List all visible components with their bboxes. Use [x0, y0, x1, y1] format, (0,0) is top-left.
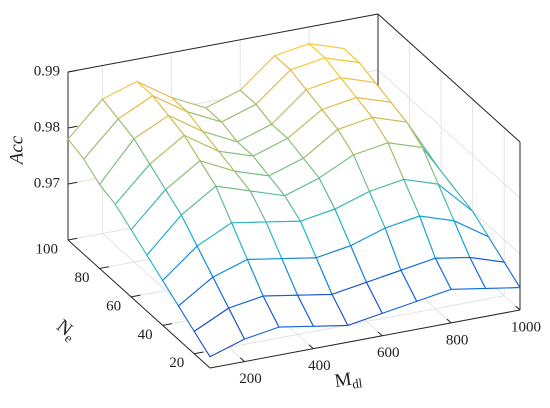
y-tick-label: 100	[36, 241, 59, 257]
y-axis-label: Ne	[51, 316, 80, 346]
grid-line	[377, 69, 521, 199]
tick-mark	[446, 318, 452, 324]
tick-mark	[239, 357, 245, 362]
z-tick-label: 0.98	[34, 119, 60, 135]
tick-mark	[67, 181, 78, 185]
tick-mark	[194, 351, 204, 355]
x-label-sub: dl	[351, 375, 363, 391]
x-tick-label: 200	[239, 371, 262, 387]
tick-mark	[67, 125, 78, 129]
tick-mark	[162, 323, 173, 326]
tick-mark	[131, 294, 141, 298]
z-tick-label: 0.99	[34, 63, 60, 79]
tick-mark	[515, 305, 521, 311]
y-tick-label: 40	[138, 327, 153, 343]
y-tick-label: 20	[169, 355, 184, 371]
x-tick-label: 800	[446, 332, 469, 348]
y-tick-label: 80	[75, 270, 90, 286]
x-axis-label: Mdl	[333, 368, 363, 394]
z-tick-label: 0.97	[34, 175, 61, 191]
tick-mark	[67, 237, 78, 241]
tick-mark	[67, 69, 78, 73]
x-tick-label: 400	[308, 358, 331, 374]
axis-line	[67, 13, 379, 73]
axis-line	[377, 13, 521, 143]
axis-line	[209, 309, 521, 369]
z-axis-label: Acc	[6, 135, 27, 166]
tick-mark	[99, 266, 109, 269]
x-label-main: M	[333, 369, 353, 392]
x-tick-label: 1000	[511, 319, 541, 335]
tick-mark	[377, 331, 383, 337]
y-tick-label: 60	[106, 298, 121, 314]
tick-mark	[308, 344, 314, 350]
axis-line	[67, 239, 211, 369]
x-tick-label: 600	[377, 345, 400, 361]
surface-cell	[193, 307, 246, 358]
